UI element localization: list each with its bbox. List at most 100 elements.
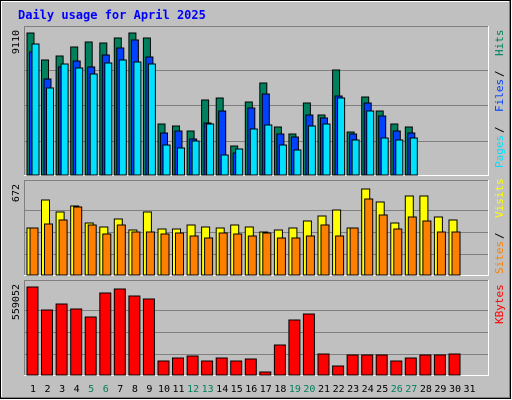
bar-pages-day-20 — [307, 125, 316, 176]
day-label-15: 15 — [231, 384, 243, 395]
bar-pages-day-1 — [31, 43, 40, 176]
bar-kbytes-day-23 — [346, 354, 359, 376]
bar-kbytes-day-6 — [99, 292, 112, 376]
day-label-10: 10 — [158, 384, 170, 395]
bar-sites-day-7 — [116, 224, 126, 276]
bar-sites-day-18 — [276, 237, 286, 276]
y-max-label: 559052 — [11, 284, 22, 320]
bar-pages-day-9 — [147, 63, 156, 176]
bar-sites-day-2 — [44, 223, 53, 276]
day-label-1: 1 — [30, 384, 36, 395]
day-label-20: 20 — [303, 384, 315, 395]
bar-kbytes-day-22 — [332, 365, 345, 376]
bar-kbytes-day-3 — [55, 303, 68, 376]
day-label-12: 12 — [187, 384, 199, 395]
day-label-16: 16 — [245, 384, 257, 395]
bar-kbytes-day-11 — [172, 357, 184, 376]
day-label-5: 5 — [88, 384, 94, 395]
day-label-17: 17 — [260, 384, 272, 395]
day-label-9: 9 — [146, 384, 152, 395]
bar-sites-day-13 — [204, 237, 214, 276]
bar-pages-day-5 — [89, 73, 98, 176]
day-label-26: 26 — [391, 384, 403, 395]
bar-sites-day-20 — [305, 235, 315, 276]
bar-sites-day-14 — [218, 232, 228, 276]
legend-separator: / — [493, 232, 506, 239]
bar-kbytes-day-1 — [26, 286, 39, 376]
bar-pages-day-6 — [104, 62, 113, 176]
bar-sites-day-5 — [87, 224, 97, 276]
legend-item-sites: Sites — [493, 241, 506, 274]
bar-sites-day-10 — [160, 233, 170, 276]
day-label-4: 4 — [74, 384, 80, 395]
bar-kbytes-day-7 — [113, 288, 126, 376]
bar-pages-day-7 — [118, 59, 127, 176]
bar-sites-day-19 — [291, 237, 301, 276]
bar-kbytes-day-10 — [157, 360, 170, 376]
bar-kbytes-day-17 — [259, 371, 272, 376]
bar-kbytes-day-28 — [419, 354, 432, 376]
bar-kbytes-day-8 — [128, 295, 141, 376]
bar-sites-day-22 — [335, 235, 345, 276]
panel-requests: 9110 Pages / Files / Hits — [11, 26, 506, 176]
day-label-30: 30 — [449, 384, 461, 395]
bar-kbytes-day-18 — [273, 344, 286, 376]
bar-pages-day-12 — [191, 140, 200, 176]
legend-separator: / — [493, 70, 506, 77]
bar-pages-day-2 — [46, 87, 54, 176]
bar-pages-day-15 — [235, 148, 244, 176]
bar-pages-day-10 — [162, 144, 171, 176]
bar-pages-day-27 — [409, 137, 418, 176]
bar-sites-day-3 — [58, 219, 68, 276]
bar-pages-day-13 — [206, 123, 215, 176]
day-label-28: 28 — [420, 384, 432, 395]
day-label-27: 27 — [405, 384, 417, 395]
legend-item-hits: Hits — [493, 30, 506, 57]
bar-sites-day-4 — [73, 206, 83, 276]
bar-kbytes-day-30 — [448, 353, 461, 376]
bar-sites-day-29 — [436, 231, 446, 276]
day-label-3: 3 — [59, 384, 65, 395]
legend-item-kbytes: KBytes — [493, 284, 506, 324]
bar-pages-day-26 — [395, 139, 404, 176]
bar-kbytes-day-25 — [375, 354, 388, 376]
bar-pages-day-4 — [75, 67, 84, 176]
chart-title: Daily usage for April 2025 — [18, 8, 206, 22]
panel-volume: 559052 KBytes — [11, 280, 506, 376]
day-label-2: 2 — [44, 384, 50, 395]
bar-sites-day-17 — [262, 232, 272, 276]
legend-visitors: Sites / Visits — [493, 178, 506, 274]
day-label-7: 7 — [117, 384, 123, 395]
bar-sites-day-24 — [364, 198, 374, 276]
legend-separator: / — [493, 126, 506, 133]
day-label-24: 24 — [362, 384, 374, 395]
day-label-23: 23 — [347, 384, 359, 395]
bar-kbytes-day-21 — [317, 353, 330, 376]
legend-volume: KBytes — [493, 284, 506, 324]
bar-kbytes-day-9 — [142, 298, 155, 376]
bar-pages-day-14 — [220, 154, 229, 176]
legend-item-visits: Visits — [493, 178, 506, 218]
bar-pages-day-3 — [60, 63, 69, 176]
bar-sites-day-12 — [189, 235, 199, 276]
bar-kbytes-day-15 — [230, 360, 243, 376]
bar-sites-day-30 — [451, 231, 461, 276]
bar-sites-day-16 — [247, 235, 257, 276]
bar-kbytes-day-4 — [70, 308, 83, 376]
day-label-14: 14 — [216, 384, 228, 395]
legend-item-pages: Pages — [493, 135, 506, 168]
bar-pages-day-25 — [380, 137, 389, 176]
bar-pages-day-24 — [366, 110, 375, 176]
day-label-18: 18 — [274, 384, 286, 395]
bar-sites-day-28 — [422, 220, 432, 276]
y-max-label: 672 — [11, 184, 22, 202]
day-label-25: 25 — [376, 384, 388, 395]
legend-item-files: Files — [493, 79, 506, 112]
bar-sites-day-21 — [320, 224, 330, 276]
bar-sites-day-1 — [29, 227, 39, 276]
bar-sites-day-8 — [131, 231, 141, 276]
day-label-29: 29 — [434, 384, 446, 395]
bar-kbytes-day-20 — [302, 313, 315, 376]
